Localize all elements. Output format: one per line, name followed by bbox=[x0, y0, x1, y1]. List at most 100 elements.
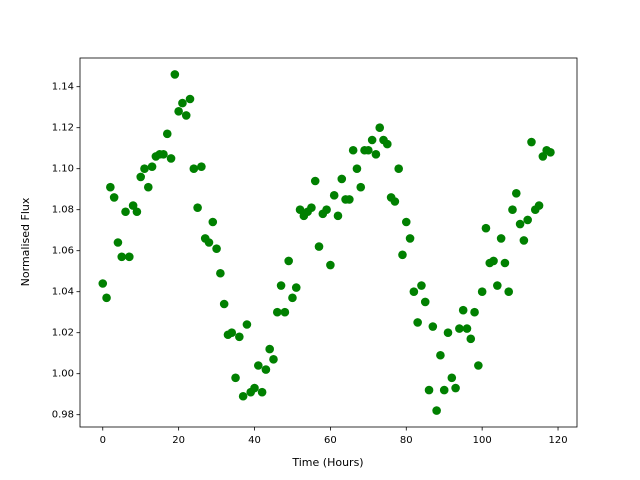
point bbox=[496, 234, 506, 243]
x-tick-label: 0 bbox=[100, 435, 106, 446]
y-tick-label: 0.98 bbox=[52, 410, 74, 421]
point bbox=[208, 217, 218, 227]
point bbox=[443, 328, 453, 338]
point bbox=[348, 145, 358, 155]
point bbox=[451, 383, 460, 393]
point bbox=[98, 279, 108, 288]
point bbox=[231, 373, 240, 383]
point bbox=[181, 111, 191, 120]
point bbox=[436, 350, 445, 360]
point bbox=[455, 324, 464, 333]
point bbox=[375, 123, 385, 132]
point bbox=[511, 189, 521, 198]
point bbox=[235, 332, 244, 342]
point bbox=[109, 193, 119, 202]
point bbox=[295, 205, 305, 214]
point bbox=[132, 207, 142, 217]
point bbox=[117, 252, 127, 262]
point bbox=[310, 176, 320, 186]
point bbox=[178, 98, 187, 108]
point bbox=[405, 234, 415, 243]
point bbox=[193, 203, 202, 212]
point bbox=[189, 164, 199, 173]
point bbox=[493, 281, 502, 290]
point bbox=[197, 162, 206, 171]
point bbox=[477, 287, 487, 297]
point bbox=[238, 391, 248, 401]
point bbox=[398, 250, 407, 260]
point bbox=[216, 268, 225, 278]
point bbox=[424, 385, 434, 395]
point bbox=[352, 164, 362, 173]
y-tick-label: 1.12 bbox=[52, 123, 74, 134]
point bbox=[147, 162, 157, 171]
point bbox=[409, 287, 419, 297]
point bbox=[307, 203, 316, 212]
x-tick-label: 100 bbox=[473, 435, 492, 446]
point bbox=[272, 307, 282, 317]
point bbox=[284, 256, 293, 266]
point bbox=[261, 365, 271, 374]
point bbox=[162, 129, 172, 139]
point bbox=[106, 182, 115, 192]
point bbox=[250, 383, 259, 393]
point bbox=[474, 361, 483, 370]
y-tick-label: 1.02 bbox=[52, 328, 74, 339]
point bbox=[420, 297, 430, 307]
x-tick-label: 80 bbox=[400, 435, 413, 446]
point bbox=[466, 334, 476, 344]
point bbox=[143, 182, 153, 192]
point bbox=[204, 238, 214, 247]
point bbox=[170, 70, 180, 79]
point bbox=[401, 217, 411, 227]
point bbox=[458, 305, 468, 315]
point bbox=[356, 182, 366, 192]
point bbox=[394, 164, 403, 173]
point bbox=[140, 164, 149, 173]
y-tick-label: 1.06 bbox=[52, 246, 74, 257]
y-tick-label: 1.10 bbox=[52, 164, 74, 175]
point bbox=[291, 283, 301, 292]
point bbox=[504, 287, 514, 297]
point bbox=[288, 293, 297, 303]
point bbox=[212, 244, 221, 253]
point bbox=[280, 307, 290, 317]
point bbox=[523, 215, 532, 225]
point bbox=[345, 195, 354, 204]
point bbox=[439, 385, 449, 395]
point bbox=[166, 154, 176, 163]
point bbox=[519, 236, 529, 245]
point bbox=[276, 281, 286, 290]
point bbox=[534, 201, 544, 210]
point bbox=[136, 172, 146, 182]
point bbox=[174, 107, 183, 116]
point bbox=[337, 174, 347, 184]
point bbox=[329, 191, 339, 200]
point bbox=[333, 211, 343, 221]
point bbox=[367, 135, 377, 145]
point bbox=[428, 322, 438, 331]
point bbox=[254, 361, 263, 370]
x-tick-label: 20 bbox=[172, 435, 185, 446]
point bbox=[489, 256, 498, 266]
point bbox=[159, 150, 168, 159]
point bbox=[128, 201, 138, 210]
point bbox=[219, 299, 229, 309]
y-tick-label: 1.14 bbox=[52, 82, 74, 93]
point bbox=[383, 139, 392, 149]
point bbox=[481, 223, 491, 233]
point bbox=[500, 258, 510, 268]
point bbox=[102, 293, 111, 303]
point bbox=[185, 94, 195, 104]
point bbox=[515, 219, 525, 229]
point bbox=[390, 197, 400, 206]
point bbox=[470, 307, 479, 317]
point bbox=[113, 238, 123, 247]
point bbox=[527, 137, 536, 147]
point bbox=[371, 150, 381, 159]
x-tick-label: 60 bbox=[324, 435, 337, 446]
point bbox=[508, 205, 517, 214]
point bbox=[546, 148, 555, 157]
